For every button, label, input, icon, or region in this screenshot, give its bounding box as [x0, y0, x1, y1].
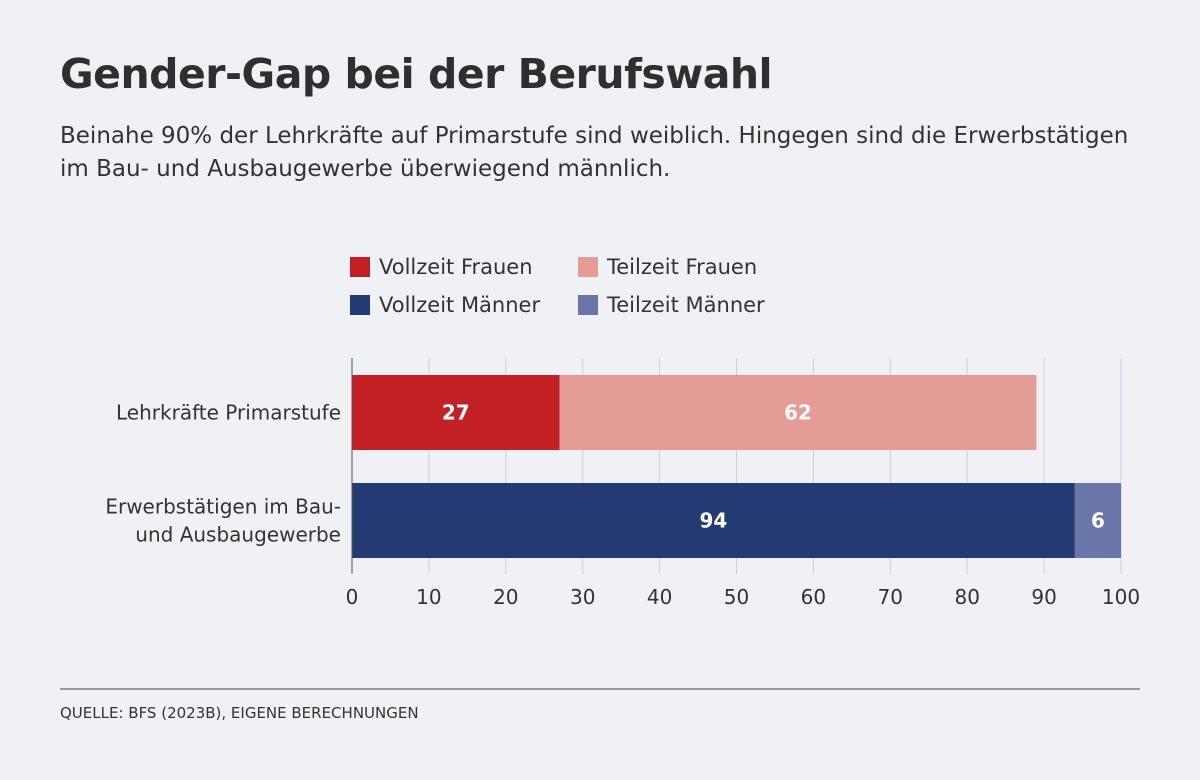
legend-label: Teilzeit Frauen	[607, 255, 758, 279]
bar-segment	[559, 375, 1037, 450]
x-tick-label: 50	[724, 585, 749, 609]
x-tick-label: 60	[801, 585, 826, 609]
legend-swatch	[350, 295, 370, 315]
category-label: Lehrkräfte Primarstufe	[116, 401, 341, 425]
category-label: Erwerbstätigen im Bau-	[105, 495, 341, 519]
legend-label: Teilzeit Männer	[607, 293, 765, 317]
data-label: 62	[784, 401, 812, 425]
x-tick-label: 90	[1031, 585, 1056, 609]
legend-swatch	[350, 257, 370, 277]
chart-title: Gender-Gap bei der Berufswahl	[60, 50, 773, 98]
x-tick-label: 100	[1102, 585, 1140, 609]
bar-segment	[1074, 483, 1121, 558]
x-tick-label: 20	[493, 585, 518, 609]
x-tick-label: 40	[647, 585, 672, 609]
source-note: QUELLE: BFS (2023B), EIGENE BERECHNUNGEN	[60, 704, 419, 722]
x-tick-label: 70	[878, 585, 903, 609]
bar-segment	[352, 375, 560, 450]
category-label: und Ausbaugewerbe	[135, 523, 341, 547]
legend-item-teilzeit-maenner: Teilzeit Männer	[578, 293, 765, 317]
legend-item-vollzeit-frauen: Vollzeit Frauen	[350, 255, 533, 279]
x-tick-label: 0	[346, 585, 359, 609]
legend-item-teilzeit-frauen: Teilzeit Frauen	[578, 255, 757, 279]
x-tick-label: 80	[954, 585, 979, 609]
legend-label: Vollzeit Frauen	[379, 255, 533, 279]
legend-swatch	[578, 295, 598, 315]
x-tick-label: 10	[416, 585, 441, 609]
legend-item-vollzeit-maenner: Vollzeit Männer	[350, 293, 540, 317]
legend-swatch	[578, 257, 598, 277]
x-tick-label: 30	[570, 585, 595, 609]
legend-label: Vollzeit Männer	[379, 293, 541, 317]
bar-segment	[352, 483, 1075, 558]
data-label: 94	[700, 509, 728, 533]
data-label: 6	[1091, 509, 1105, 533]
footer-divider	[60, 688, 1140, 690]
chart-subtitle: Beinahe 90% der Lehrkräfte auf Primarstu…	[60, 123, 1129, 182]
data-label: 27	[442, 401, 470, 425]
